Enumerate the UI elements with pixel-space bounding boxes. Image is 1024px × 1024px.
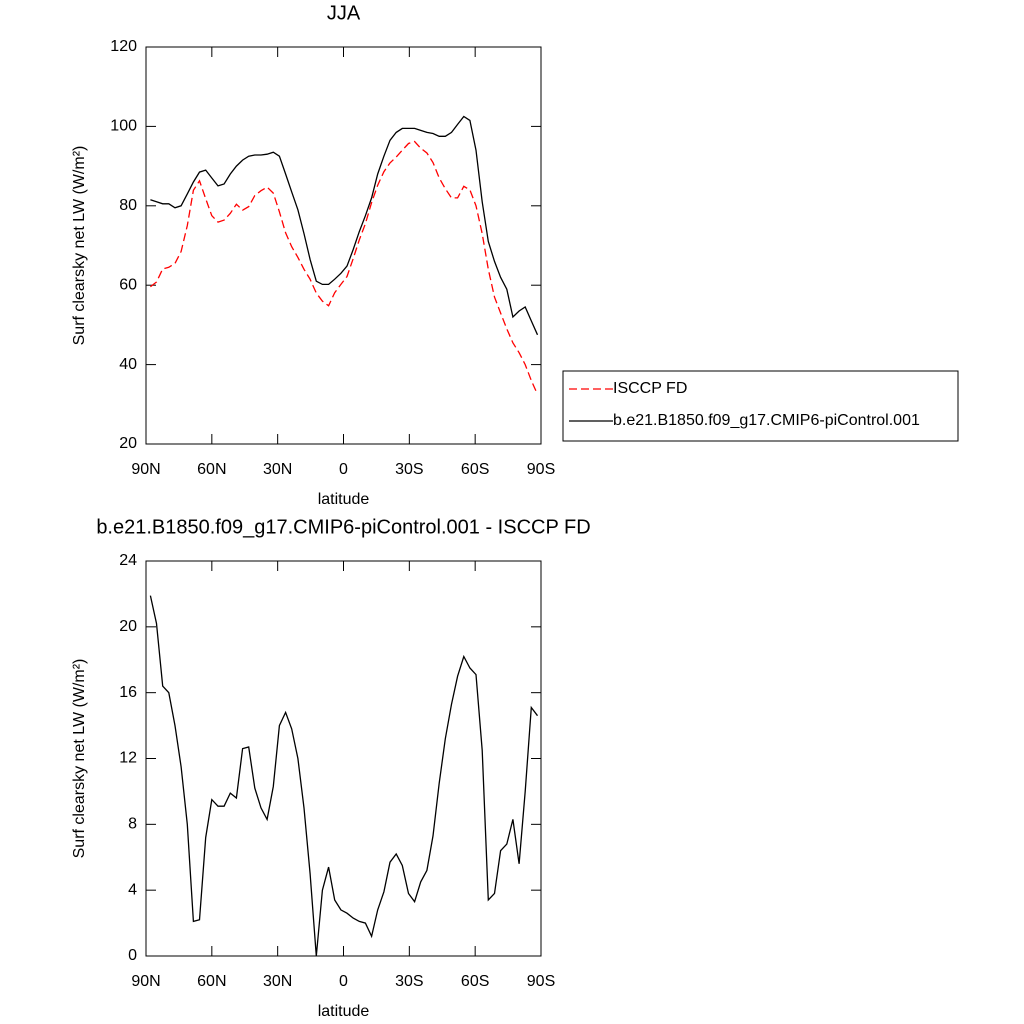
x-tick-label: 30S	[395, 461, 423, 478]
y-tick-label: 80	[119, 197, 137, 214]
legend-label: ISCCP FD	[613, 380, 687, 397]
y-tick-label: 40	[119, 356, 137, 373]
y-tick-label: 0	[128, 947, 137, 964]
x-tick-label: 90N	[131, 461, 160, 478]
x-tick-label: 30S	[395, 973, 423, 990]
y-tick-label: 100	[110, 118, 137, 135]
x-tick-label: 0	[339, 461, 348, 478]
x-tick-label: 90S	[527, 461, 555, 478]
y-tick-label: 12	[119, 750, 137, 767]
y-axis-label: Surf clearsky net LW (W/m²)	[71, 659, 88, 859]
y-axis-label: Surf clearsky net LW (W/m²)	[71, 146, 88, 346]
y-tick-label: 24	[119, 552, 137, 569]
legend-label: b.e21.B1850.f09_g17.CMIP6-piControl.001	[613, 412, 920, 429]
x-tick-label: 60N	[197, 461, 226, 478]
y-tick-label: 8	[128, 816, 137, 833]
x-axis-label: latitude	[318, 491, 370, 508]
x-tick-label: 30N	[263, 461, 292, 478]
x-tick-label: 60N	[197, 973, 226, 990]
x-tick-label: 60S	[461, 973, 489, 990]
data-line	[149, 595, 539, 957]
y-tick-label: 20	[119, 618, 137, 635]
x-tick-label: 30N	[263, 973, 292, 990]
chart-title: JJA	[327, 2, 361, 24]
x-tick-label: 0	[339, 973, 348, 990]
legend-box	[562, 370, 959, 442]
x-axis-label: latitude	[318, 1003, 370, 1020]
y-tick-label: 4	[128, 881, 137, 898]
x-tick-label: 90N	[131, 973, 160, 990]
y-tick-label: 120	[110, 38, 137, 55]
y-tick-label: 16	[119, 684, 137, 701]
plot-frame	[145, 46, 542, 445]
y-tick-label: 20	[119, 435, 137, 452]
plot-frame	[145, 560, 542, 957]
y-tick-label: 60	[119, 276, 137, 293]
data-line	[149, 140, 539, 395]
x-tick-label: 90S	[527, 973, 555, 990]
x-tick-label: 60S	[461, 461, 489, 478]
chart-title: b.e21.B1850.f09_g17.CMIP6-piControl.001 …	[96, 516, 590, 538]
data-line	[150, 115, 539, 336]
